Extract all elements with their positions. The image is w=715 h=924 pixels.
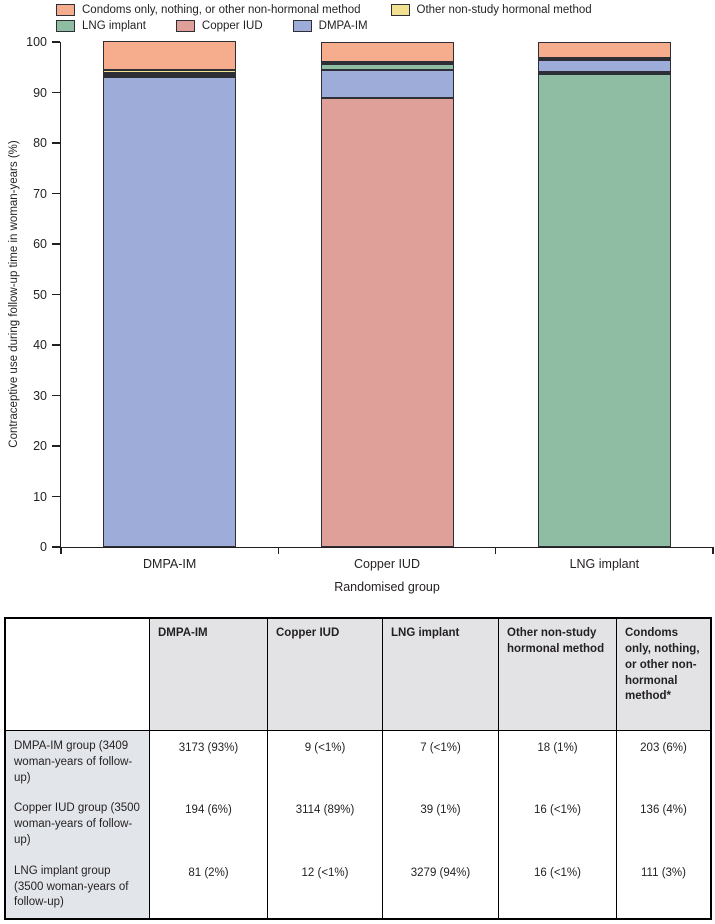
table-cell-r1-c4: 18 (1%) (498, 731, 616, 794)
plot-area: Randomised group 0 10 20 30 40 50 60 70 80 90 100 D… (26, 35, 714, 594)
x-tick-0 (60, 547, 62, 554)
bar-lng-implant (537, 41, 671, 547)
bar-segment-lng_implant (320, 64, 454, 70)
y-tick-label-90: 90 (33, 85, 47, 100)
y-tick-label-40: 40 (33, 338, 47, 352)
table-cell-r3-c3: 3279 (94%) (382, 855, 498, 918)
y-tick-10 (51, 495, 60, 498)
table-cell-r1-c5: 203 (6%) (616, 731, 710, 794)
table-cell-r1-c2: 9 (<1%) (267, 731, 382, 794)
legend-item-other_hormonal: Other non-study hormonal method (390, 2, 592, 18)
y-tick-label-10: 10 (33, 489, 47, 504)
y-tick-label-80: 80 (33, 136, 47, 150)
table-cell-r1-c3: 7 (<1%) (382, 731, 498, 794)
table-cell-r2-c4: 16 (<1%) (498, 793, 616, 856)
y-tick-0 (51, 546, 60, 548)
y-tick-label-100: 100 (26, 35, 47, 49)
y-tick-100 (51, 41, 60, 43)
table-header-1: DMPA-IM (149, 619, 267, 731)
legend-swatch-dmpa_im-icon (292, 20, 312, 32)
legend-label-lng_implant: LNG implant (82, 20, 146, 32)
legend-label-dmpa_im: DMPA-IM (318, 20, 368, 32)
legend-item-lng_implant: LNG implant (56, 18, 146, 34)
bar-segment-dmpa_im (103, 76, 237, 547)
bar-segment-lng_implant (103, 72, 237, 75)
table-cell-r2-c5: 136 (4%) (616, 793, 710, 856)
bar-dmpa-im (103, 40, 237, 547)
y-tick-80 (51, 142, 60, 144)
bar-copper-iud (320, 42, 454, 547)
bar-segment-condoms (320, 42, 454, 62)
table-cell-r2-c1: 194 (6%) (149, 793, 267, 856)
x-tick-2 (494, 547, 497, 554)
legend-label-condoms: Condoms only, nothing, or other non-horm… (82, 4, 361, 16)
y-tick-label-0: 0 (40, 540, 47, 554)
bar-segment-condoms (103, 40, 237, 71)
table-row-label-1: DMPA-IM group (3409 woman-years of follo… (6, 731, 149, 794)
table-cell-r2-c2: 3114 (89%) (267, 793, 382, 856)
bar-segment-copper_iud (103, 74, 237, 77)
legend-item-dmpa_im: DMPA-IM (292, 18, 368, 34)
legend-label-copper_iud: Copper IUD (201, 20, 263, 32)
bar-segment-condoms (537, 41, 671, 58)
legend-item-copper_iud: Copper IUD (175, 18, 263, 34)
table-header-4: Other non-study hormonal method (498, 619, 616, 731)
bar-segment-copper_iud (320, 97, 454, 547)
bar-segment-other_hormonal (320, 61, 454, 65)
bar-segment-other_hormonal (103, 70, 237, 73)
bar-segment-other_hormonal (537, 57, 671, 61)
y-tick-50 (51, 293, 60, 296)
bar-segment-copper_iud (537, 71, 671, 74)
x-axis-label: Randomised group (334, 580, 440, 594)
table-cell-r3-c1: 81 (2%) (149, 855, 267, 918)
y-tick-30 (51, 394, 60, 397)
table-row-label-2: Copper IUD group (3500 woman-years of fo… (6, 793, 149, 856)
y-tick-label-20: 20 (33, 439, 47, 453)
y-tick-90 (51, 91, 60, 94)
legend-swatch-condoms-icon (56, 4, 75, 16)
stacked-bar-chart: Contraceptive use during follow-up time … (8, 35, 714, 594)
y-tick-70 (51, 192, 60, 195)
bar-segment-dmpa_im (537, 60, 671, 72)
table-header-blank (6, 619, 149, 731)
y-tick-label-30: 30 (33, 388, 47, 403)
table-cell-r1-c1: 3173 (93%) (149, 731, 267, 794)
chart-legend: Condoms only, nothing, or other non-horm… (56, 2, 622, 34)
legend-swatch-copper_iud-icon (175, 20, 195, 32)
y-tick-label-50: 50 (33, 287, 47, 302)
y-tick-60 (51, 243, 60, 245)
legend-swatch-lng_implant-icon (56, 20, 75, 32)
x-tick-1 (277, 547, 280, 554)
bar-segment-lng_implant (537, 73, 671, 547)
x-tick-3 (712, 547, 714, 554)
y-tick-label-60: 60 (33, 237, 47, 251)
table-cell-r3-c5: 111 (3%) (616, 855, 710, 918)
table-header-2: Copper IUD (267, 619, 382, 731)
table-header-3: LNG implant (382, 619, 498, 731)
legend-item-condoms: Condoms only, nothing, or other non-horm… (56, 2, 361, 18)
x-category-label-dmpa-im: DMPA-IM (143, 557, 197, 571)
x-category-label-copper-iud: Copper IUD (353, 557, 420, 571)
y-tick-40 (51, 344, 60, 346)
table-header-5: Condoms only, nothing, or other non-horm… (616, 619, 710, 731)
legend-label-other_hormonal: Other non-study hormonal method (416, 4, 592, 16)
table-row-label-3: LNG implant group (3500 woman-years of f… (6, 855, 149, 918)
legend-row-2: LNG implant Copper IUD DMPA-IM (56, 18, 622, 34)
y-tick-label-70: 70 (33, 186, 47, 201)
y-tick-20 (51, 445, 60, 447)
table-cell-r3-c4: 16 (<1%) (498, 855, 616, 918)
data-table: DMPA-IM Copper IUD LNG implant Other non-st… (4, 617, 712, 920)
legend-swatch-other_hormonal-icon (390, 4, 410, 16)
table-cell-r3-c2: 12 (<1%) (267, 855, 382, 918)
bar-segment-dmpa_im (320, 69, 454, 98)
table-cell-r2-c3: 39 (1%) (382, 793, 498, 856)
legend-row-1: Condoms only, nothing, or other non-horm… (56, 2, 622, 18)
x-category-label-lng-implant: LNG implant (569, 557, 640, 571)
